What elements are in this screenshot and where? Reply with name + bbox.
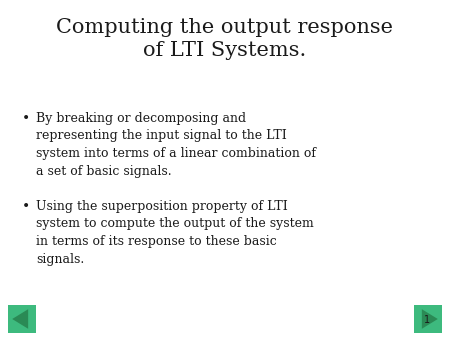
Text: Using the superposition property of LTI
system to compute the output of the syst: Using the superposition property of LTI …	[36, 200, 314, 266]
Text: Computing the output response
of LTI Systems.: Computing the output response of LTI Sys…	[57, 18, 393, 61]
Polygon shape	[422, 309, 438, 329]
Polygon shape	[12, 309, 28, 329]
Text: •: •	[22, 200, 30, 214]
Bar	[414, 305, 442, 333]
Text: •: •	[22, 112, 30, 126]
Bar	[8, 305, 36, 333]
Text: By breaking or decomposing and
representing the input signal to the LTI
system i: By breaking or decomposing and represent…	[36, 112, 316, 177]
Text: 1: 1	[424, 315, 430, 325]
